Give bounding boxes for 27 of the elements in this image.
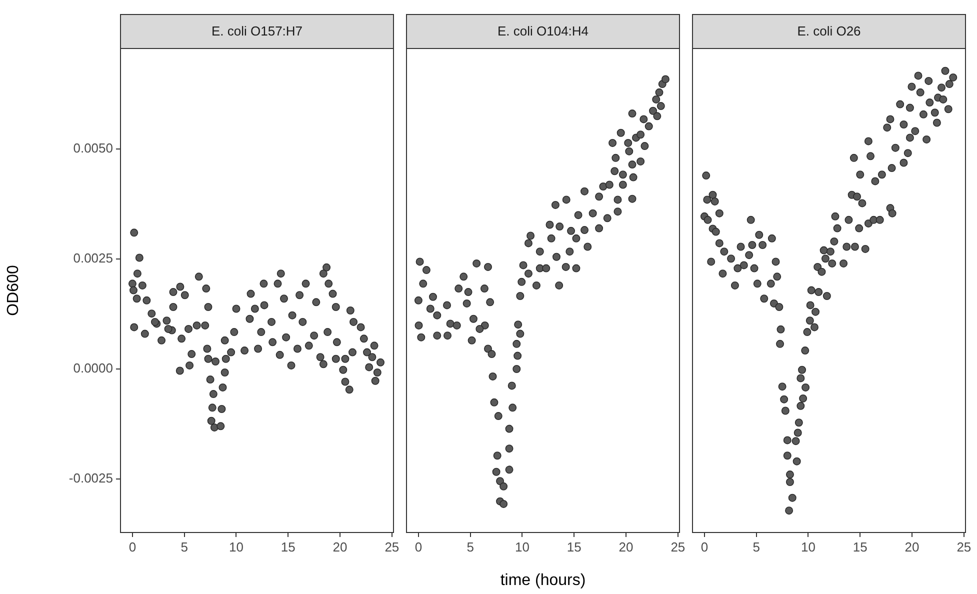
x-tick-label: 5 [752, 539, 760, 554]
chart-title: E. coli O104:H4 [497, 24, 589, 39]
x-tick-label: 0 [414, 539, 422, 554]
x-tick-label: 15 [280, 539, 296, 554]
x-tick-label: 15 [852, 539, 868, 554]
x-tick-label: 25 [956, 539, 972, 554]
x-tick-label: 5 [466, 539, 474, 554]
y-tick-label: 0.0025 [73, 250, 113, 266]
x-tick-label: 0 [700, 539, 708, 554]
x-tick-label: 20 [332, 539, 348, 554]
x-tick-label: 20 [618, 539, 634, 554]
x-tick-label: 10 [801, 539, 816, 554]
x-tick-label: 5 [180, 539, 188, 554]
y-tick-label: -0.0025 [68, 470, 113, 486]
y-tick-label: 0.0050 [73, 140, 113, 156]
y-axis-title: OD600 [5, 265, 22, 316]
x-tick-label: 0 [128, 539, 136, 554]
x-tick-label: 15 [566, 539, 582, 554]
x-tick-label: 25 [384, 539, 400, 554]
chart-title: E. coli O157:H7 [211, 24, 303, 39]
x-tick-label: 10 [229, 539, 244, 554]
x-tick-label: 10 [515, 539, 530, 554]
x-tick-label: 25 [670, 539, 686, 554]
y-tick-label: 0.0000 [73, 360, 113, 376]
x-axis-title: time (hours) [500, 572, 586, 589]
x-tick-label: 20 [904, 539, 920, 554]
chart-title: E. coli O26 [797, 24, 861, 39]
